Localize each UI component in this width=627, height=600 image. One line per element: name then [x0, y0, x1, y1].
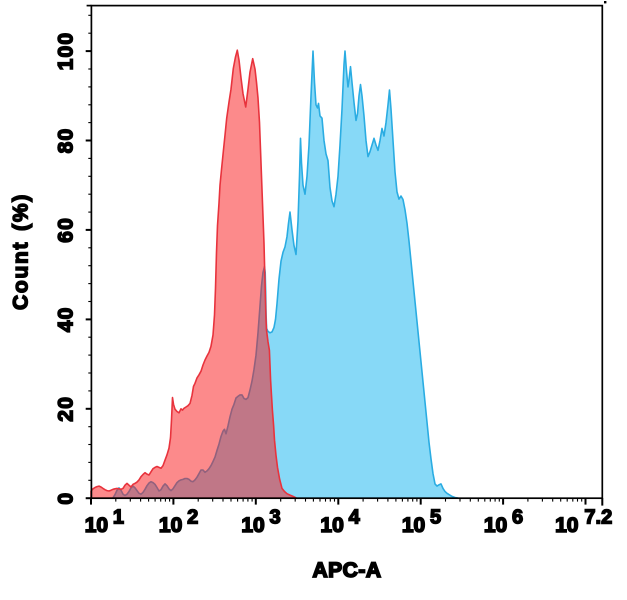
svg-text:10: 10 [402, 514, 425, 537]
svg-text:20: 20 [55, 396, 78, 422]
svg-text:40: 40 [55, 307, 78, 333]
svg-text:2: 2 [187, 506, 198, 528]
svg-text:0: 0 [55, 492, 78, 505]
svg-text:100: 100 [55, 32, 78, 71]
svg-text:6: 6 [512, 506, 523, 528]
svg-text:1: 1 [113, 506, 124, 528]
svg-text:60: 60 [55, 217, 78, 243]
svg-text:7.2: 7.2 [584, 506, 612, 528]
svg-text:10: 10 [484, 514, 507, 537]
svg-text:10: 10 [320, 514, 343, 537]
svg-text:10: 10 [555, 514, 578, 537]
svg-text:10: 10 [85, 514, 108, 537]
svg-text:3: 3 [270, 506, 281, 528]
svg-text:Count(%): Count(%) [10, 193, 33, 310]
svg-text:4: 4 [349, 506, 361, 528]
svg-text:10: 10 [159, 514, 182, 537]
svg-text:10: 10 [241, 514, 264, 537]
svg-text:80: 80 [55, 128, 78, 154]
svg-text:APC-A: APC-A [313, 559, 382, 582]
svg-text:5: 5 [430, 506, 441, 528]
